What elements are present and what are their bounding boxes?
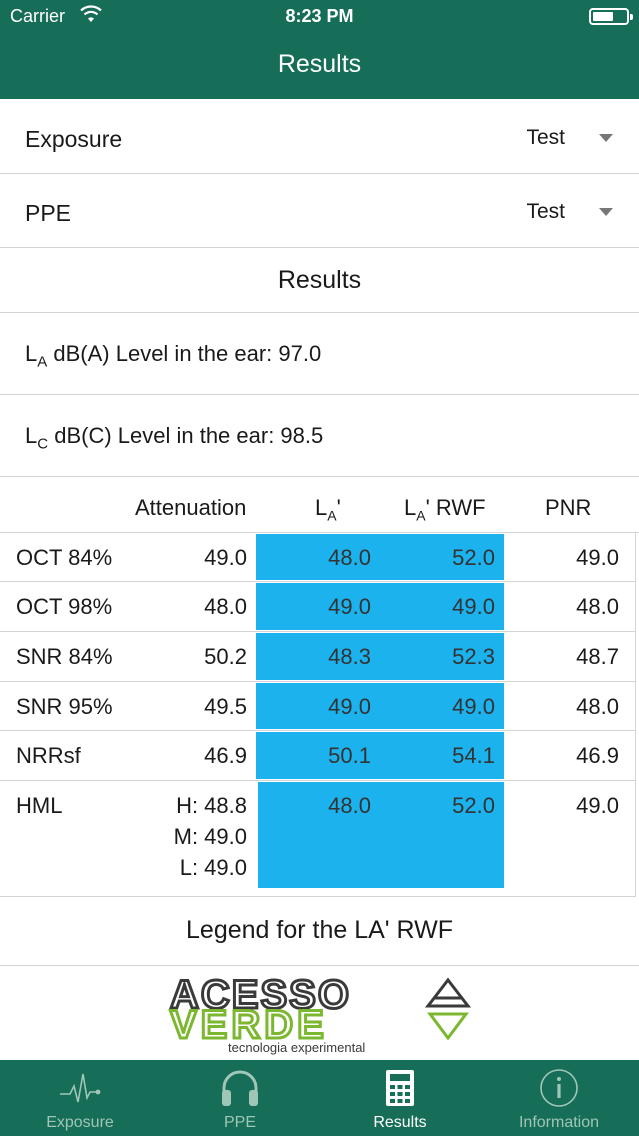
table-row-hml: HML H: 48.8 M: 49.0 L: 49.0 48.0 52.0 49…: [0, 781, 636, 897]
tab-exposure[interactable]: Exposure: [0, 1060, 160, 1136]
logo-tagline: tecnologia experimental: [228, 1040, 365, 1055]
legend-title[interactable]: Legend for the LA' RWF: [186, 916, 453, 944]
legend-section[interactable]: Legend for the LA' RWF: [0, 898, 639, 966]
carrier-label: Carrier: [10, 6, 66, 26]
lc-level-row: LC dB(C) Level in the ear: 98.5: [0, 395, 639, 477]
tab-label: PPE: [223, 1114, 256, 1131]
table-row: SNR 84% 50.2 48.3 52.3 48.7: [0, 632, 636, 682]
tab-information[interactable]: Information: [479, 1060, 639, 1136]
row-la-rwf: 49.0: [452, 694, 495, 719]
row-name: SNR 84%: [16, 644, 113, 669]
row-name: NRRsf: [16, 743, 81, 768]
row-pnr: 48.0: [576, 594, 619, 619]
status-time: 8:23 PM: [285, 6, 354, 26]
page-title: Results: [277, 50, 362, 78]
row-attenuation: 49.0: [204, 545, 247, 570]
la-rwf-highlight: [256, 534, 504, 580]
row-attenuation: 50.2: [204, 644, 247, 669]
wifi-icon: [80, 5, 102, 22]
logo-line2: VERDE: [170, 1003, 328, 1047]
tab-ppe[interactable]: PPE: [160, 1060, 320, 1136]
navigation-bar: Carrier 8:23 PM Results: [0, 0, 639, 99]
tab-label: Information: [518, 1114, 600, 1131]
table-row: OCT 98% 48.0 49.0 49.0 48.0: [0, 582, 636, 632]
la-level-row: LA dB(A) Level in the ear: 97.0: [0, 313, 639, 395]
table-row: NRRsf 46.9 50.1 54.1 46.9: [0, 731, 636, 781]
exposure-value[interactable]: Test: [526, 126, 565, 149]
row-la-rwf: 52.0: [452, 545, 495, 570]
header-la-rwf: LA' RWF: [404, 495, 486, 524]
results-table: Attenuation LA' LA' RWF PNR OCT 84% 49.0…: [0, 477, 639, 897]
la-rwf-highlight: [258, 782, 504, 888]
la-rwf-highlight: [256, 732, 504, 779]
hml-h-value: H: 48.8: [176, 793, 247, 818]
la-rwf-highlight: [256, 633, 504, 680]
row-name: HML: [16, 793, 63, 818]
row-la-rwf: 49.0: [452, 594, 495, 619]
row-attenuation: 49.5: [204, 694, 247, 719]
row-la-rwf: 54.1: [452, 743, 495, 768]
row-pnr: 48.0: [576, 694, 619, 719]
tab-label: Results: [373, 1114, 427, 1131]
row-la: 49.0: [328, 594, 371, 619]
exposure-select[interactable]: Exposure Test: [0, 100, 639, 174]
row-pnr: 49.0: [576, 545, 619, 570]
row-name: SNR 95%: [16, 694, 113, 719]
header-la: LA': [315, 495, 341, 524]
row-name: OCT 84%: [16, 545, 113, 570]
table-header: Attenuation LA' LA' RWF PNR: [0, 477, 639, 533]
header-attenuation: Attenuation: [135, 495, 247, 520]
row-la-rwf: 52.0: [452, 793, 495, 818]
row-pnr: 48.7: [576, 644, 619, 669]
tab-label: Exposure: [46, 1114, 114, 1131]
exposure-label: Exposure: [25, 126, 123, 152]
chevron-down-icon[interactable]: [599, 208, 613, 216]
tab-results[interactable]: Results: [320, 1060, 480, 1136]
hml-l-value: L: 49.0: [179, 855, 247, 880]
hml-m-value: M: 49.0: [173, 824, 247, 849]
ppe-value[interactable]: Test: [526, 200, 565, 223]
row-pnr: 49.0: [576, 793, 619, 818]
acesso-verde-logo: ACESSO VERDE tecnologia experimental: [168, 972, 478, 1056]
header-pnr: PNR: [545, 495, 592, 520]
row-la: 48.0: [328, 545, 371, 570]
table-row: SNR 95% 49.5 49.0 49.0 48.0: [0, 682, 636, 731]
lc-level-text: LC dB(C) Level in the ear: 98.5: [25, 423, 324, 453]
logo-graphic: ACESSO VERDE tecnologia experimental: [169, 972, 472, 1055]
row-la: 49.0: [328, 694, 371, 719]
row-la-rwf: 52.3: [452, 644, 495, 669]
row-attenuation: 46.9: [204, 743, 247, 768]
logo-line1: ACESSO: [170, 974, 351, 1017]
table-row: OCT 84% 49.0 48.0 52.0 49.0: [0, 533, 636, 582]
info-icon: [540, 1069, 578, 1107]
ppe-label: PPE: [25, 200, 72, 226]
row-la: 48.3: [328, 644, 371, 669]
waveform-icon: [60, 1073, 101, 1103]
status-bar: Carrier 8:23 PM: [0, 0, 639, 34]
la-level-text: LA dB(A) Level in the ear: 97.0: [25, 341, 322, 371]
la-rwf-highlight: [256, 683, 504, 729]
row-attenuation: 48.0: [204, 594, 247, 619]
calculator-icon: [386, 1070, 414, 1106]
chevron-down-icon[interactable]: [599, 134, 613, 142]
row-name: OCT 98%: [16, 594, 113, 619]
results-section-header: Results: [0, 248, 639, 313]
results-title: Results: [277, 266, 362, 294]
row-la: 48.0: [328, 793, 371, 818]
la-rwf-highlight: [256, 583, 504, 630]
row-pnr: 46.9: [576, 743, 619, 768]
tab-bar: Exposure PPE Results Information: [0, 1060, 639, 1136]
row-la: 50.1: [328, 743, 371, 768]
battery-icon: [589, 8, 633, 25]
headphones-icon: [222, 1070, 258, 1106]
ppe-select[interactable]: PPE Test: [0, 174, 639, 248]
